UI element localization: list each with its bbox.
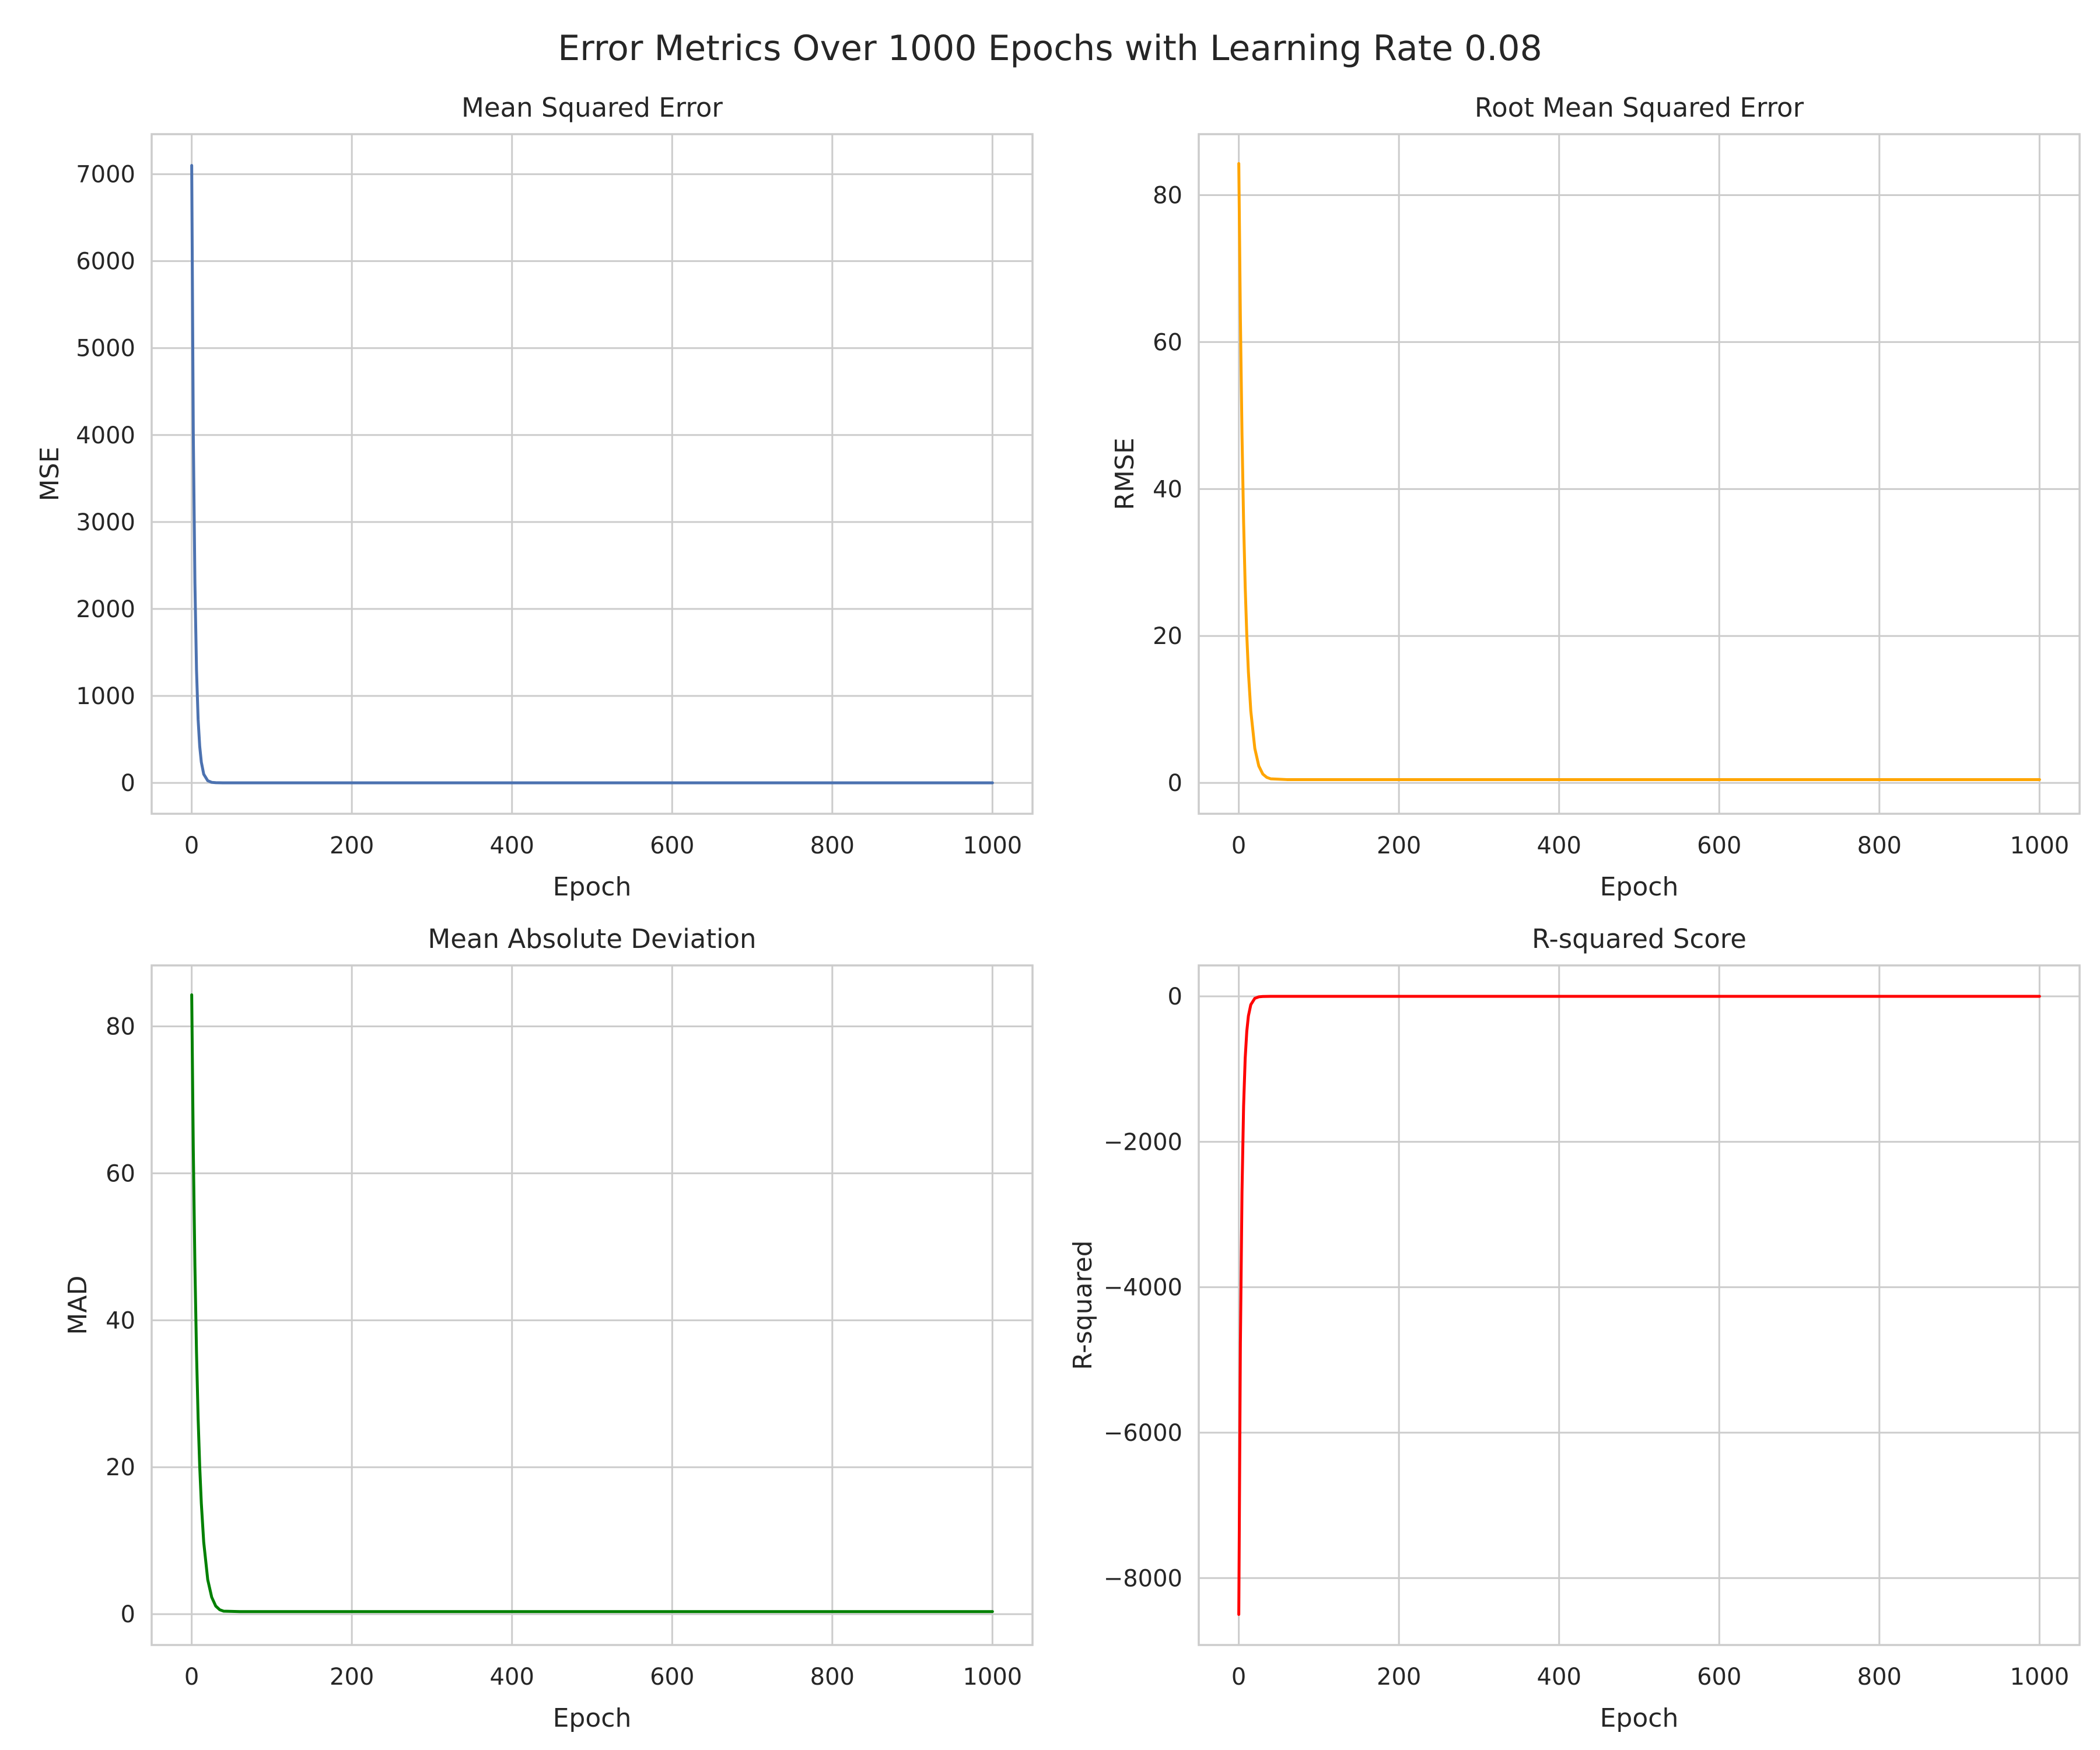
- rmse-y-tick-label: 60: [1153, 329, 1182, 356]
- mad-x-tick-label: 0: [184, 1664, 199, 1690]
- mad-y-tick-label: 0: [121, 1601, 135, 1628]
- mse-x-tick-label: 600: [650, 832, 694, 859]
- mse-x-tick-label: 400: [490, 832, 534, 859]
- mad-y-axis-label: MAD: [63, 1276, 93, 1335]
- r-squared-x-axis-label: Epoch: [1600, 1703, 1679, 1733]
- mad-title: Mean Absolute Deviation: [428, 923, 756, 954]
- rmse-x-tick-label: 200: [1377, 832, 1421, 859]
- mse-title: Mean Squared Error: [461, 92, 723, 123]
- mad-y-tick-label: 40: [106, 1307, 135, 1334]
- mad-x-tick-label: 200: [330, 1664, 374, 1690]
- rmse-title: Root Mean Squared Error: [1475, 92, 1804, 123]
- r-squared-panel: 0 200 400 600 800 1000 0 −2000 −4000 −6000 −8000 R-…: [1068, 923, 2081, 1733]
- r-squared-x-tick-label: 0: [1231, 1664, 1246, 1690]
- r-squared-x-tick-label: 600: [1697, 1664, 1741, 1690]
- mse-y-axis-label: MSE: [35, 447, 65, 502]
- r-squared-x-tick-label: 200: [1377, 1664, 1421, 1690]
- rmse-x-tick-label: 400: [1537, 832, 1581, 859]
- mad-x-tick-label: 600: [650, 1664, 694, 1690]
- rmse-panel: 0 200 400 600 800 1000 0 20 40 60 80 Root Mean Squa…: [1110, 92, 2081, 902]
- rmse-line: [1237, 162, 2041, 781]
- rmse-y-tick-label: 80: [1153, 183, 1182, 209]
- mse-x-axis-label: Epoch: [553, 872, 632, 902]
- rmse-plot-frame: [1198, 133, 2081, 815]
- r-squared-y-tick-label: −6000: [1104, 1420, 1182, 1447]
- mse-y-tick-label: 2000: [76, 596, 135, 623]
- r-squared-title: R-squared Score: [1532, 923, 1746, 954]
- mad-y-tick-label: 60: [106, 1160, 135, 1187]
- mse-y-tick-label: 1000: [76, 683, 135, 710]
- mad-y-tick-label: 20: [106, 1454, 135, 1481]
- r-squared-x-tick-label: 1000: [2010, 1664, 2069, 1690]
- r-squared-y-tick-label: −2000: [1104, 1129, 1182, 1156]
- mad-line: [190, 993, 994, 1614]
- rmse-x-tick-label: 0: [1231, 832, 1246, 859]
- rmse-y-tick-label: 40: [1153, 476, 1182, 503]
- figure-title: Error Metrics Over 1000 Epochs with Lear…: [558, 28, 1542, 69]
- rmse-y-tick-label: 20: [1153, 623, 1182, 650]
- mse-panel: 0 200 400 600 800 1000 0 1000 2000 3000 4000 5000 60…: [35, 92, 1034, 902]
- rmse-y-axis-label: RMSE: [1110, 438, 1140, 510]
- mad-x-tick-label: 400: [490, 1664, 534, 1690]
- mse-y-tick-label: 7000: [76, 162, 135, 188]
- r-squared-line: [1237, 995, 2041, 1616]
- r-squared-y-tick-label: 0: [1168, 984, 1182, 1010]
- mad-plot-frame: [150, 964, 1034, 1646]
- mse-y-tick-label: 4000: [76, 422, 135, 449]
- mse-y-tick-label: 3000: [76, 509, 135, 536]
- mse-line: [190, 164, 994, 785]
- rmse-x-tick-label: 800: [1857, 832, 1902, 859]
- r-squared-y-tick-label: −8000: [1104, 1565, 1182, 1592]
- mad-x-tick-label: 1000: [963, 1664, 1022, 1690]
- rmse-y-tick-label: 0: [1168, 770, 1182, 797]
- mse-y-tick-label: 6000: [76, 249, 135, 275]
- r-squared-plot-frame: [1198, 964, 2081, 1646]
- r-squared-x-tick-label: 400: [1537, 1664, 1581, 1690]
- mse-x-tick-label: 800: [810, 832, 855, 859]
- r-squared-x-tick-label: 800: [1857, 1664, 1902, 1690]
- mse-y-tick-label: 0: [121, 770, 135, 797]
- mad-x-axis-label: Epoch: [553, 1703, 632, 1733]
- mad-panel: 0 200 400 600 800 1000 0 20 40 60 80 Mean Absolute …: [63, 923, 1034, 1733]
- mse-y-tick-label: 5000: [76, 335, 135, 362]
- mse-plot-frame: [150, 133, 1034, 815]
- mse-x-tick-label: 200: [330, 832, 374, 859]
- rmse-x-tick-label: 600: [1697, 832, 1741, 859]
- mad-y-tick-label: 80: [106, 1014, 135, 1041]
- mse-x-tick-label: 0: [184, 832, 199, 859]
- rmse-x-tick-label: 1000: [2010, 832, 2069, 859]
- rmse-x-axis-label: Epoch: [1600, 872, 1679, 902]
- r-squared-y-axis-label: R-squared: [1068, 1240, 1098, 1370]
- r-squared-y-tick-label: −4000: [1104, 1275, 1182, 1301]
- mse-x-tick-label: 1000: [963, 832, 1022, 859]
- mad-x-tick-label: 800: [810, 1664, 855, 1690]
